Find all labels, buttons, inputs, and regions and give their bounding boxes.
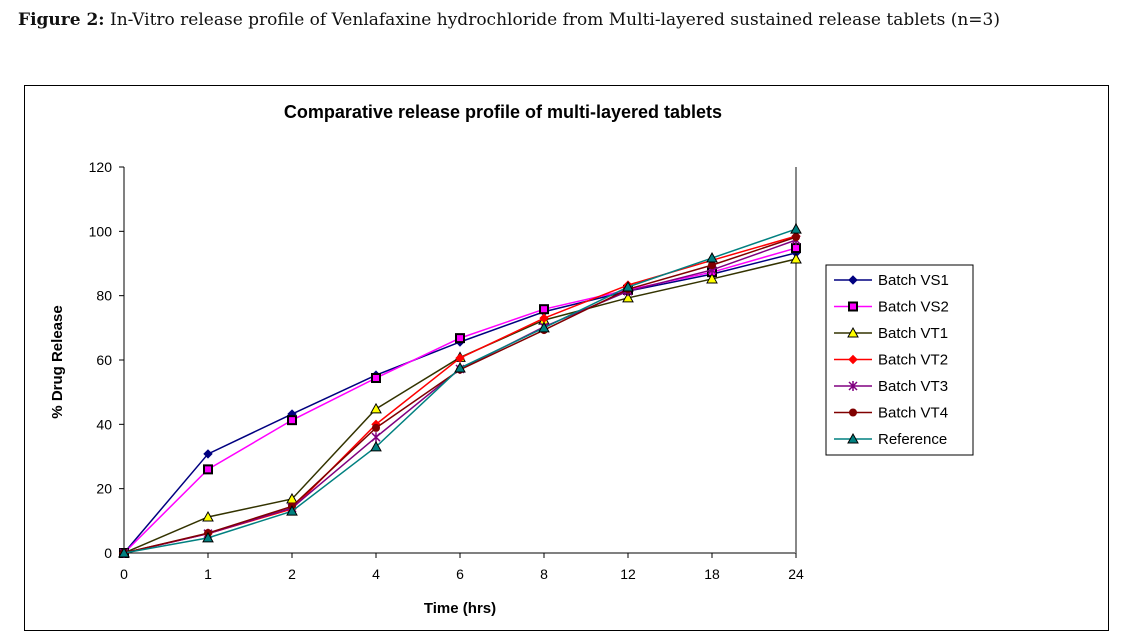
figure-caption: Figure 2: In-Vitro release profile of Ve… bbox=[18, 4, 1118, 36]
data-point bbox=[202, 531, 214, 543]
legend-label: Batch VT1 bbox=[878, 325, 948, 342]
legend-label: Batch VT3 bbox=[878, 378, 948, 395]
data-point bbox=[287, 415, 297, 426]
data-point bbox=[455, 333, 465, 344]
data-point bbox=[708, 261, 716, 270]
legend-label: Batch VS2 bbox=[878, 299, 949, 316]
figure-caption-text: In-Vitro release profile of Venlafaxine … bbox=[109, 10, 1000, 30]
legend-marker bbox=[848, 275, 858, 285]
data-point bbox=[622, 291, 634, 303]
data-point bbox=[622, 280, 634, 292]
data-point bbox=[202, 510, 214, 522]
y-tick-label: 60 bbox=[96, 352, 112, 368]
series-line bbox=[123, 235, 797, 554]
legend-label: Reference bbox=[878, 431, 947, 448]
data-point bbox=[706, 272, 718, 284]
series-line bbox=[123, 252, 797, 554]
data-point bbox=[706, 252, 718, 263]
y-tick-label: 40 bbox=[96, 416, 112, 432]
legend-marker bbox=[847, 432, 859, 444]
data-point bbox=[371, 373, 381, 384]
series-reference bbox=[118, 223, 802, 558]
x-tick-label: 0 bbox=[120, 566, 128, 582]
legend-marker bbox=[849, 408, 857, 417]
x-tick-label: 4 bbox=[372, 566, 380, 582]
series-line bbox=[123, 236, 797, 554]
series-line bbox=[123, 247, 797, 554]
legend-entry: Batch VT1 bbox=[834, 325, 948, 342]
data-point bbox=[791, 243, 801, 254]
legend-entry: Batch VS2 bbox=[834, 299, 949, 316]
figure-label: Figure 2: bbox=[18, 10, 105, 30]
legend-entry: Batch VS1 bbox=[834, 272, 949, 289]
data-point bbox=[371, 432, 381, 443]
chart-frame bbox=[24, 85, 1109, 631]
data-point bbox=[203, 464, 213, 475]
legend-label: Batch VS1 bbox=[878, 272, 949, 289]
legend-marker bbox=[848, 301, 858, 312]
data-point bbox=[118, 546, 130, 558]
data-point bbox=[370, 402, 382, 414]
legend-entry: Batch VT2 bbox=[834, 352, 948, 369]
series-batch-vt2 bbox=[119, 231, 801, 558]
data-point bbox=[286, 505, 298, 516]
data-point bbox=[372, 423, 380, 432]
legend-label: Batch VT4 bbox=[878, 405, 948, 422]
legend-label: Batch VT2 bbox=[878, 352, 948, 369]
data-point bbox=[454, 362, 466, 373]
legend-entry: Batch VT3 bbox=[834, 378, 948, 395]
y-tick-label: 120 bbox=[89, 159, 113, 175]
x-tick-label: 12 bbox=[620, 566, 636, 582]
y-tick-label: 20 bbox=[96, 481, 112, 497]
x-tick-label: 2 bbox=[288, 566, 296, 582]
series-batch-vt3 bbox=[119, 235, 801, 558]
x-tick-label: 1 bbox=[204, 566, 212, 582]
legend-entry: Batch VT4 bbox=[834, 405, 948, 422]
legend-marker bbox=[847, 326, 859, 338]
legend-marker bbox=[848, 354, 858, 365]
x-axis-label: Time (hrs) bbox=[424, 600, 496, 617]
series-batch-vs2 bbox=[119, 243, 801, 558]
data-point bbox=[539, 304, 549, 315]
y-tick-label: 0 bbox=[104, 545, 112, 561]
data-point bbox=[790, 252, 802, 264]
legend-entry: Reference bbox=[834, 431, 947, 448]
data-point bbox=[538, 321, 550, 333]
data-point bbox=[790, 223, 802, 234]
y-tick-label: 100 bbox=[89, 223, 113, 239]
series-line bbox=[123, 239, 797, 554]
x-tick-label: 24 bbox=[788, 566, 804, 582]
chart-title: Comparative release profile of multi-lay… bbox=[284, 102, 722, 122]
series-batch-vt1 bbox=[118, 252, 802, 558]
data-point bbox=[792, 233, 800, 242]
legend-marker bbox=[848, 381, 858, 391]
y-tick-label: 80 bbox=[96, 288, 112, 304]
y-axis-label: % Drug Release bbox=[49, 305, 66, 418]
series-batch-vs1 bbox=[119, 248, 801, 558]
x-tick-label: 6 bbox=[456, 566, 464, 582]
x-tick-label: 8 bbox=[540, 566, 548, 582]
x-tick-label: 18 bbox=[704, 566, 720, 582]
data-point bbox=[203, 449, 213, 459]
series-line bbox=[123, 258, 797, 554]
data-point bbox=[370, 440, 382, 452]
